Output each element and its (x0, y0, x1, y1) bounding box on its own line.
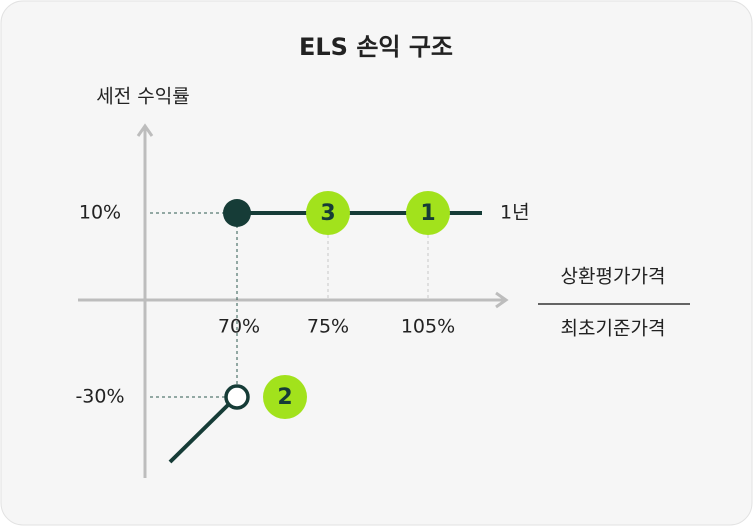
x-axis-label-numerator: 상환평가가격 (561, 266, 666, 288)
y-tick-label: -30% (75, 386, 124, 408)
x-tick-label: 70% (218, 316, 260, 338)
payoff-line (168, 403, 230, 464)
guides-gray (327, 235, 429, 300)
open-point (224, 384, 250, 410)
marker: 3 (306, 191, 350, 235)
marker-label: 2 (277, 385, 292, 410)
x-tick-label: 75% (307, 316, 349, 338)
axes (78, 123, 509, 478)
marker-label: 1 (420, 201, 435, 226)
period-label: 1년 (500, 202, 530, 224)
marker: 1 (406, 191, 450, 235)
guides (150, 212, 238, 398)
x-tick-label: 105% (401, 316, 455, 338)
point (223, 199, 251, 227)
marker-label: 3 (320, 201, 335, 226)
y-axis-label: 세전 수익률 (96, 86, 189, 108)
marker: 2 (263, 375, 307, 419)
title: ELS 손익 구조 (299, 33, 453, 61)
y-tick-label: 10% (79, 202, 121, 224)
x-axis-label-denominator: 최초기준가격 (561, 318, 666, 340)
